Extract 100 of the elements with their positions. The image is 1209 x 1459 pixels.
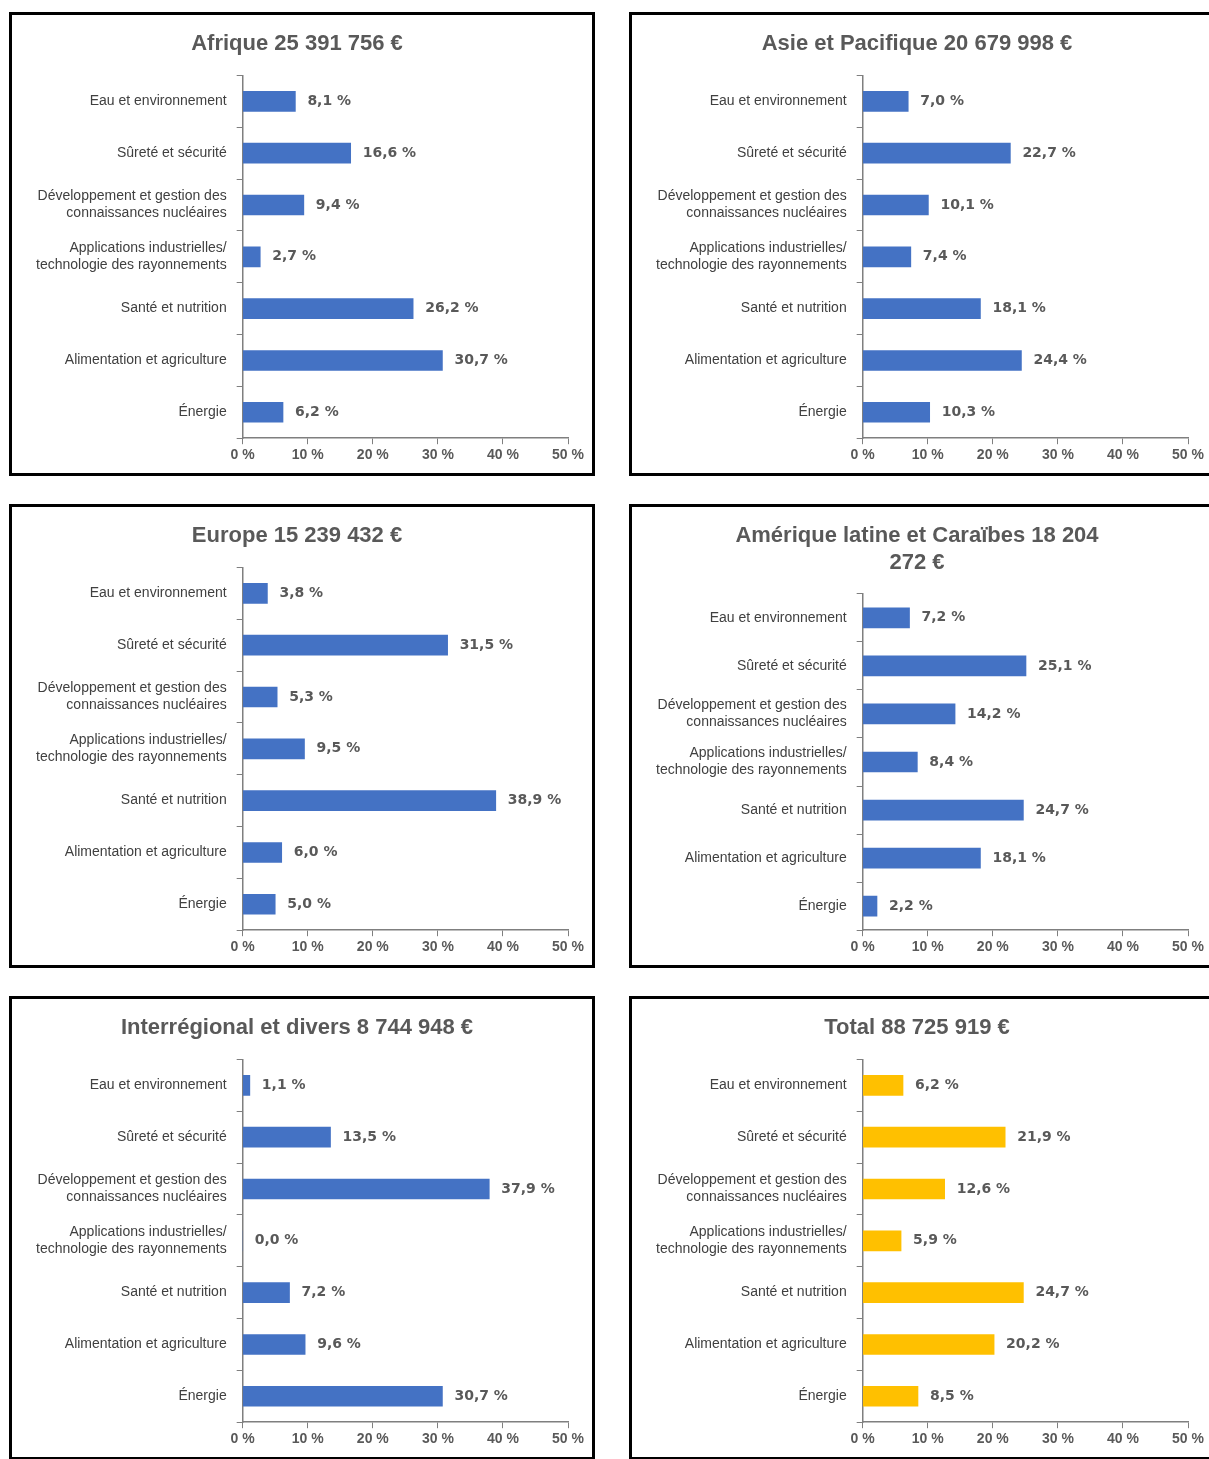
x-tick-label: 0 % [850, 938, 876, 955]
y-tick-label: Santé et nutrition [740, 1283, 847, 1300]
data-label: 9,6 % [317, 1335, 361, 1352]
bar [242, 842, 283, 863]
data-label: 26,2 % [425, 299, 479, 316]
data-label: 24,7 % [1035, 800, 1089, 817]
data-label: 8,1 % [307, 91, 352, 108]
data-label: 18,1 % [992, 848, 1046, 865]
x-tick-label: 0 % [850, 1430, 876, 1447]
x-tick-label: 50 % [1172, 1430, 1205, 1447]
data-label: 20,2 % [1006, 1335, 1060, 1352]
y-tick-label: Alimentation et agriculture [64, 843, 227, 860]
data-label: 10,1 % [940, 195, 994, 212]
y-tick-label: Eau et environnement [89, 584, 227, 601]
x-tick-label: 50 % [552, 446, 585, 463]
y-tick-label: Applications industrielles/ technologie des rayonnements [35, 239, 227, 273]
data-label: 37,9 % [501, 1179, 555, 1196]
data-label: 24,7 % [1035, 1283, 1089, 1300]
x-tick-label: 10 % [911, 446, 945, 463]
data-label: 2,2 % [889, 896, 933, 913]
bar [862, 1178, 945, 1200]
data-label: 7,4 % [922, 247, 967, 264]
data-label: 10,3 % [941, 402, 996, 419]
y-tick-label: Développement et gestion des connaissances nucléaires [657, 187, 847, 221]
x-tick-label: 50 % [1172, 938, 1205, 955]
data-label: 6,2 % [295, 402, 339, 419]
bar [862, 847, 981, 869]
bar [242, 1334, 306, 1355]
bar [242, 582, 268, 604]
data-label: 0,0 % [254, 1231, 299, 1248]
y-tick-label: Eau et environnement [709, 92, 847, 109]
x-tick-label: 30 % [421, 938, 455, 955]
y-tick-label: Développement et gestion des connaissances nucléaires [657, 696, 847, 730]
chart-title: Interrégional et divers 8 744 948 € [120, 1014, 474, 1040]
x-tick-label: 0 % [230, 938, 256, 955]
data-label: 6,0 % [293, 843, 338, 860]
x-tick-label: 50 % [552, 1430, 585, 1447]
x-tick-label: 20 % [976, 938, 1010, 955]
x-tick-label: 30 % [421, 446, 455, 463]
x-tick-label: 20 % [356, 446, 390, 463]
bar [242, 246, 261, 268]
data-label: 7,2 % [921, 608, 966, 625]
x-tick-label: 40 % [486, 938, 520, 955]
chart-title: Asie et Pacifique 20 679 998 € [761, 30, 1073, 56]
bar [242, 1178, 490, 1200]
x-tick-label: 10 % [291, 1430, 325, 1447]
bar [862, 350, 1022, 371]
y-tick-label: Applications industrielles/ technologie des rayonnements [655, 1223, 847, 1257]
y-tick-label: Applications industrielles/ technologie des rayonnements [35, 1223, 227, 1257]
y-tick-label: Santé et nutrition [120, 1283, 227, 1300]
data-label: 25,1 % [1037, 656, 1092, 673]
chart-title: Amérique latine et Caraïbes 18 204 272 € [735, 522, 1100, 574]
data-label: 13,5 % [342, 1127, 396, 1144]
x-tick-label: 30 % [1041, 938, 1075, 955]
bar [242, 142, 352, 164]
bar [862, 1282, 1024, 1303]
y-tick-label: Sûreté et sécurité [116, 636, 227, 652]
bar [242, 738, 305, 760]
data-label: 2,7 % [272, 247, 316, 264]
data-label: 3,8 % [279, 583, 324, 600]
x-tick-label: 40 % [486, 446, 520, 463]
bar [862, 895, 878, 917]
y-tick-label: Sûreté et sécurité [736, 1128, 847, 1144]
bar [862, 799, 1024, 821]
y-tick-label: Énergie [178, 1387, 227, 1404]
y-tick-label: Développement et gestion des connaissances nucléaires [657, 1171, 847, 1205]
bar [242, 1074, 251, 1096]
y-tick-label: Sûreté et sécurité [736, 144, 847, 160]
x-tick-label: 30 % [1041, 446, 1075, 463]
bar [862, 703, 956, 725]
data-label: 14,2 % [967, 704, 1021, 721]
y-tick-label: Développement et gestion des connaissances nucléaires [37, 187, 227, 221]
y-tick-label: Santé et nutrition [740, 800, 847, 817]
bar [242, 90, 296, 112]
y-tick-label: Énergie [178, 895, 227, 912]
y-tick-label: Développement et gestion des connaissances nucléaires [37, 1171, 227, 1205]
data-label: 6,2 % [915, 1075, 959, 1092]
x-tick-label: 20 % [356, 1430, 390, 1447]
x-tick-label: 50 % [552, 938, 585, 955]
y-tick-label: Santé et nutrition [740, 299, 847, 316]
y-tick-label: Sûreté et sécurité [116, 144, 227, 160]
x-tick-label: 0 % [230, 446, 256, 463]
x-tick-label: 40 % [1106, 938, 1140, 955]
data-label: 5,9 % [913, 1231, 957, 1248]
bar [242, 401, 284, 423]
y-tick-label: Santé et nutrition [120, 299, 227, 316]
y-tick-label: Développement et gestion des connaissances nucléaires [37, 679, 227, 713]
x-tick-label: 0 % [850, 446, 876, 463]
data-label: 9,4 % [315, 195, 360, 212]
x-tick-label: 0 % [230, 1430, 256, 1447]
bar [242, 298, 414, 319]
chart-title: Total 88 725 919 € [824, 1014, 1010, 1040]
data-label: 7,2 % [301, 1283, 346, 1300]
bar [862, 401, 931, 423]
y-tick-label: Eau et environnement [89, 1076, 227, 1093]
data-label: 22,7 % [1022, 143, 1076, 160]
bar [242, 686, 278, 708]
x-tick-label: 40 % [486, 1430, 520, 1447]
y-tick-label: Eau et environnement [89, 92, 227, 109]
data-label: 38,9 % [507, 791, 562, 808]
